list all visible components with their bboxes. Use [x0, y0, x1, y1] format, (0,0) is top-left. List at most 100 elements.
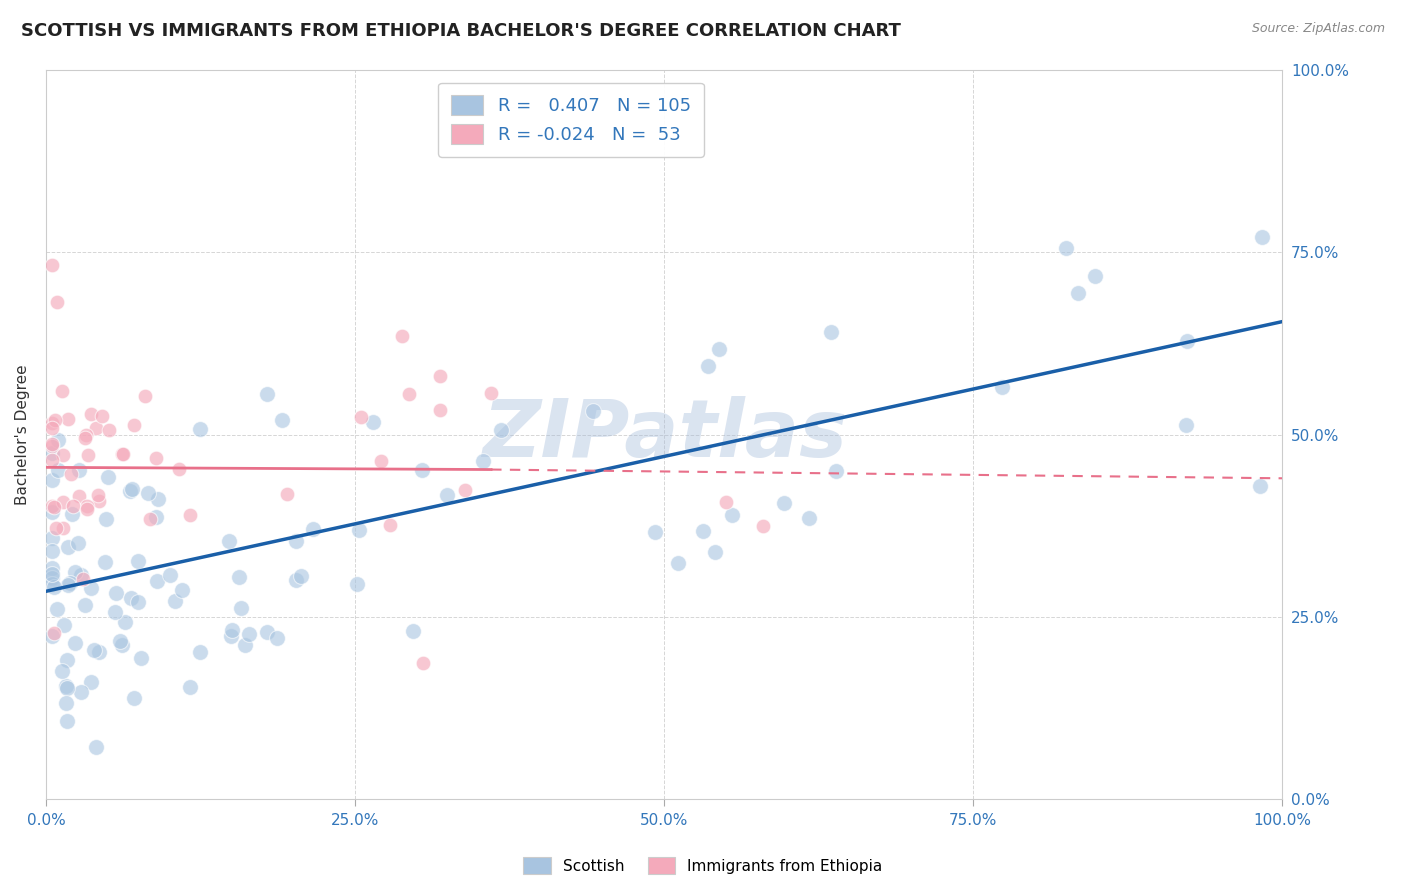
- Point: [398, 387, 420, 401]
- Point: [111, 638, 134, 652]
- Point: [41, 561, 63, 575]
- Legend: Scottish, Immigrants from Ethiopia: Scottish, Immigrants from Ethiopia: [517, 851, 889, 880]
- Point: [56, 540, 79, 554]
- Point: [720, 508, 742, 522]
- Point: [52, 449, 75, 463]
- Point: [72, 572, 94, 586]
- Point: [108, 634, 131, 648]
- Point: [479, 386, 502, 401]
- Point: [188, 645, 211, 659]
- Point: [820, 326, 842, 340]
- Point: [52, 521, 75, 535]
- Point: [121, 482, 143, 496]
- Point: [67, 489, 90, 503]
- Point: [666, 557, 689, 571]
- Point: [77, 448, 100, 462]
- Point: [41, 258, 63, 272]
- Point: [134, 389, 156, 403]
- Point: [59, 467, 82, 481]
- Point: [84, 421, 107, 435]
- Point: [145, 451, 167, 466]
- Point: [42, 500, 65, 514]
- Point: [472, 454, 495, 468]
- Point: [714, 495, 737, 509]
- Point: [80, 674, 103, 689]
- Point: [80, 407, 103, 421]
- Point: [41, 531, 63, 545]
- Point: [41, 577, 63, 591]
- Point: [129, 651, 152, 665]
- Point: [104, 605, 127, 619]
- Point: [127, 554, 149, 568]
- Point: [52, 494, 75, 508]
- Point: [45, 294, 67, 309]
- Point: [436, 488, 458, 502]
- Point: [66, 536, 89, 550]
- Point: [350, 409, 373, 424]
- Point: [159, 567, 181, 582]
- Point: [41, 505, 63, 519]
- Point: [96, 512, 118, 526]
- Point: [489, 423, 512, 437]
- Point: [411, 463, 433, 477]
- Point: [429, 403, 451, 417]
- Point: [59, 576, 82, 591]
- Point: [773, 496, 796, 510]
- Point: [84, 739, 107, 754]
- Point: [56, 578, 79, 592]
- Point: [46, 433, 69, 447]
- Point: [69, 568, 91, 582]
- Point: [290, 568, 312, 582]
- Point: [62, 500, 84, 514]
- Point: [991, 379, 1014, 393]
- Point: [302, 522, 325, 536]
- Point: [146, 491, 169, 506]
- Point: [94, 555, 117, 569]
- Point: [42, 580, 65, 594]
- Point: [51, 664, 73, 678]
- Point: [167, 461, 190, 475]
- Y-axis label: Bachelor's Degree: Bachelor's Degree: [15, 364, 30, 505]
- Point: [256, 625, 278, 640]
- Point: [1250, 230, 1272, 244]
- Point: [276, 487, 298, 501]
- Point: [55, 679, 77, 693]
- Point: [73, 598, 96, 612]
- Point: [46, 463, 69, 477]
- Point: [391, 328, 413, 343]
- Point: [122, 418, 145, 433]
- Point: [41, 567, 63, 582]
- Point: [146, 574, 169, 589]
- Point: [87, 487, 110, 501]
- Point: [231, 601, 253, 615]
- Point: [114, 615, 136, 629]
- Legend: R =   0.407   N = 105, R = -0.024   N =  53: R = 0.407 N = 105, R = -0.024 N = 53: [439, 83, 703, 157]
- Point: [41, 543, 63, 558]
- Point: [41, 421, 63, 435]
- Point: [83, 643, 105, 657]
- Point: [45, 520, 67, 534]
- Point: [266, 631, 288, 645]
- Point: [136, 486, 159, 500]
- Point: [55, 696, 77, 710]
- Point: [90, 409, 112, 423]
- Text: ZIPatlas: ZIPatlas: [482, 395, 846, 474]
- Point: [163, 593, 186, 607]
- Point: [87, 645, 110, 659]
- Point: [41, 629, 63, 643]
- Point: [402, 624, 425, 638]
- Point: [347, 523, 370, 537]
- Point: [703, 545, 725, 559]
- Point: [696, 359, 718, 374]
- Point: [692, 524, 714, 539]
- Point: [429, 368, 451, 383]
- Point: [120, 591, 142, 605]
- Text: Source: ZipAtlas.com: Source: ZipAtlas.com: [1251, 22, 1385, 36]
- Point: [707, 342, 730, 356]
- Point: [145, 509, 167, 524]
- Point: [221, 624, 243, 638]
- Text: SCOTTISH VS IMMIGRANTS FROM ETHIOPIA BACHELOR'S DEGREE CORRELATION CHART: SCOTTISH VS IMMIGRANTS FROM ETHIOPIA BAC…: [21, 22, 901, 40]
- Point: [170, 582, 193, 597]
- Point: [122, 691, 145, 706]
- Point: [228, 570, 250, 584]
